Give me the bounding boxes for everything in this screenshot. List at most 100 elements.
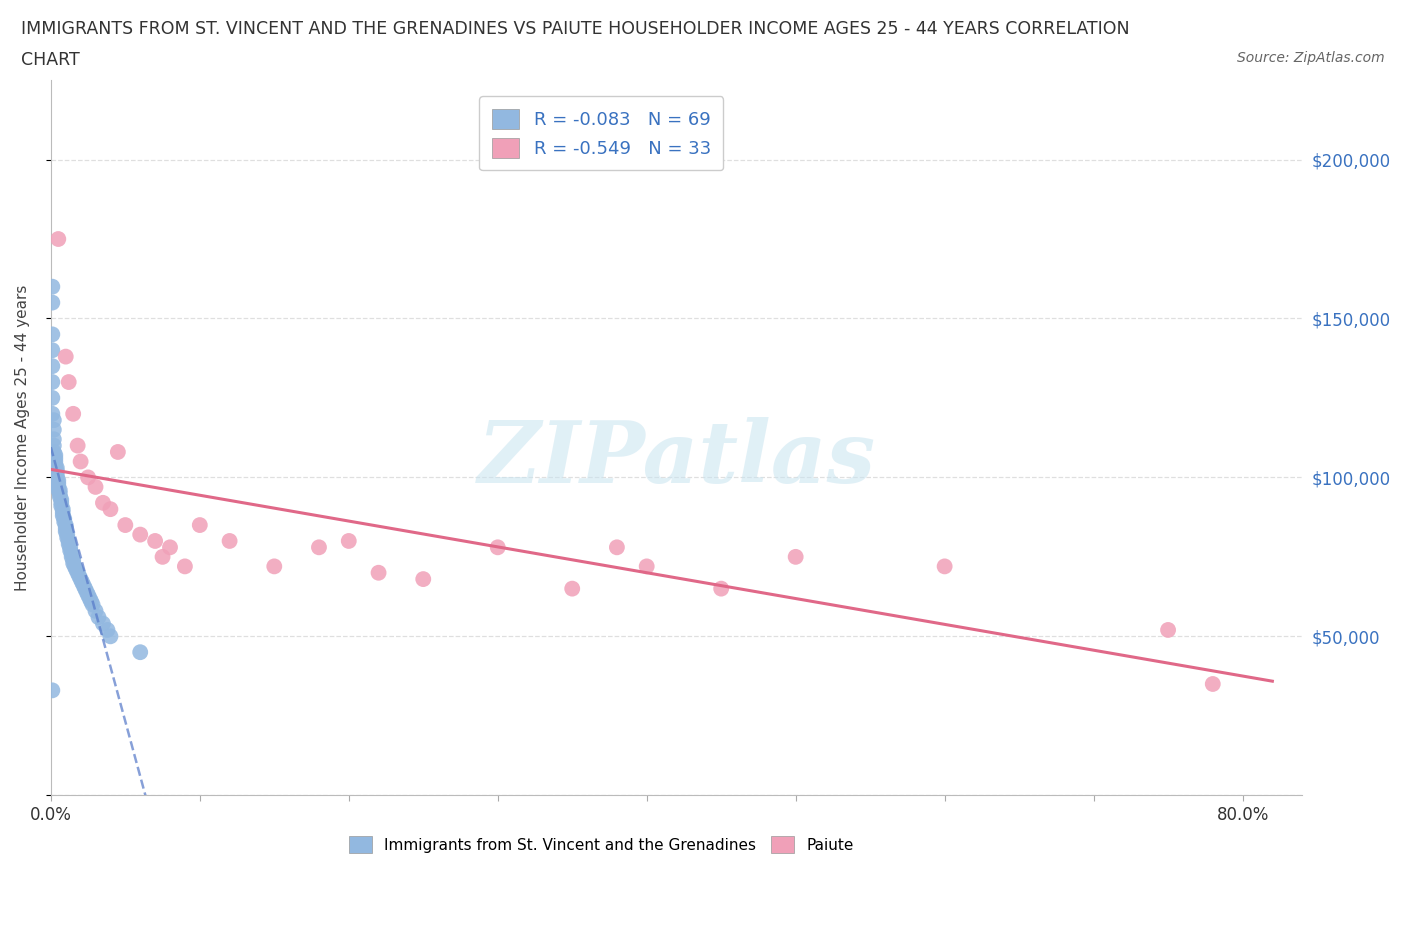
Point [42,432,65,446]
Point [52,508,75,523]
Point [76,584,98,599]
Point [69,572,91,587]
Point [77,470,100,485]
Point [100,502,122,517]
Point [60,546,83,561]
Point [53,514,76,529]
Point [107,445,129,459]
Point [55,524,77,538]
Point [59,543,82,558]
Point [1202,676,1225,691]
Text: Source: ZipAtlas.com: Source: ZipAtlas.com [1237,51,1385,65]
Point [55,518,77,533]
Point [82,597,104,612]
Point [367,565,389,580]
Point [62,552,84,567]
Point [129,527,152,542]
Point [152,550,174,565]
Point [67,568,90,583]
Point [42,445,65,459]
Point [53,512,76,526]
Text: CHART: CHART [21,51,80,69]
Point [44,454,66,469]
Text: ZIPatlas: ZIPatlas [478,418,876,501]
Point [77,588,100,603]
Point [337,534,360,549]
Point [51,498,73,513]
Point [60,550,83,565]
Point [55,349,77,364]
Point [41,391,63,405]
Point [45,460,67,475]
Point [44,458,66,472]
Point [51,492,73,507]
Point [46,483,69,498]
Point [46,232,69,246]
Point [55,521,77,536]
Point [59,540,82,555]
Point [80,594,103,609]
Point [606,540,628,555]
Point [188,518,211,533]
Point [84,604,107,618]
Point [143,534,166,549]
Point [42,413,65,428]
Point [96,622,118,637]
Point [42,438,65,453]
Point [56,527,79,542]
Point [41,343,63,358]
Point [174,559,197,574]
Point [1157,622,1180,637]
Point [65,562,87,577]
Point [91,496,114,511]
Point [42,422,65,437]
Point [45,467,67,482]
Point [41,327,63,342]
Point [308,540,330,555]
Point [69,454,91,469]
Text: IMMIGRANTS FROM ST. VINCENT AND THE GRENADINES VS PAIUTE HOUSEHOLDER INCOME AGES: IMMIGRANTS FROM ST. VINCENT AND THE GREN… [21,20,1129,38]
Point [49,485,72,500]
Point [159,540,181,555]
Point [263,559,285,574]
Point [84,480,107,495]
Point [45,463,67,478]
Point [41,406,63,421]
Point [58,537,80,551]
Point [52,502,75,517]
Point [91,617,114,631]
Legend: Immigrants from St. Vincent and the Grenadines, Paiute: Immigrants from St. Vincent and the Gren… [343,830,860,859]
Point [58,534,80,549]
Point [51,496,73,511]
Point [45,470,67,485]
Point [66,565,89,580]
Point [561,581,583,596]
Point [486,540,509,555]
Point [44,451,66,466]
Point [710,581,733,596]
Point [41,683,63,698]
Point [129,644,152,659]
Point [58,375,80,390]
Point [636,559,658,574]
Point [46,480,69,495]
Point [52,505,75,520]
Point [79,591,101,605]
Point [70,575,93,590]
Point [41,279,63,294]
Point [46,476,69,491]
Point [66,438,89,453]
Point [41,375,63,390]
Point [100,629,122,644]
Point [46,473,69,488]
Point [412,572,434,587]
Point [62,556,84,571]
Point [87,610,110,625]
Point [114,518,136,533]
Point [44,447,66,462]
Point [72,578,94,593]
Point [49,483,72,498]
Point [785,550,807,565]
Point [934,559,956,574]
Point [218,534,240,549]
